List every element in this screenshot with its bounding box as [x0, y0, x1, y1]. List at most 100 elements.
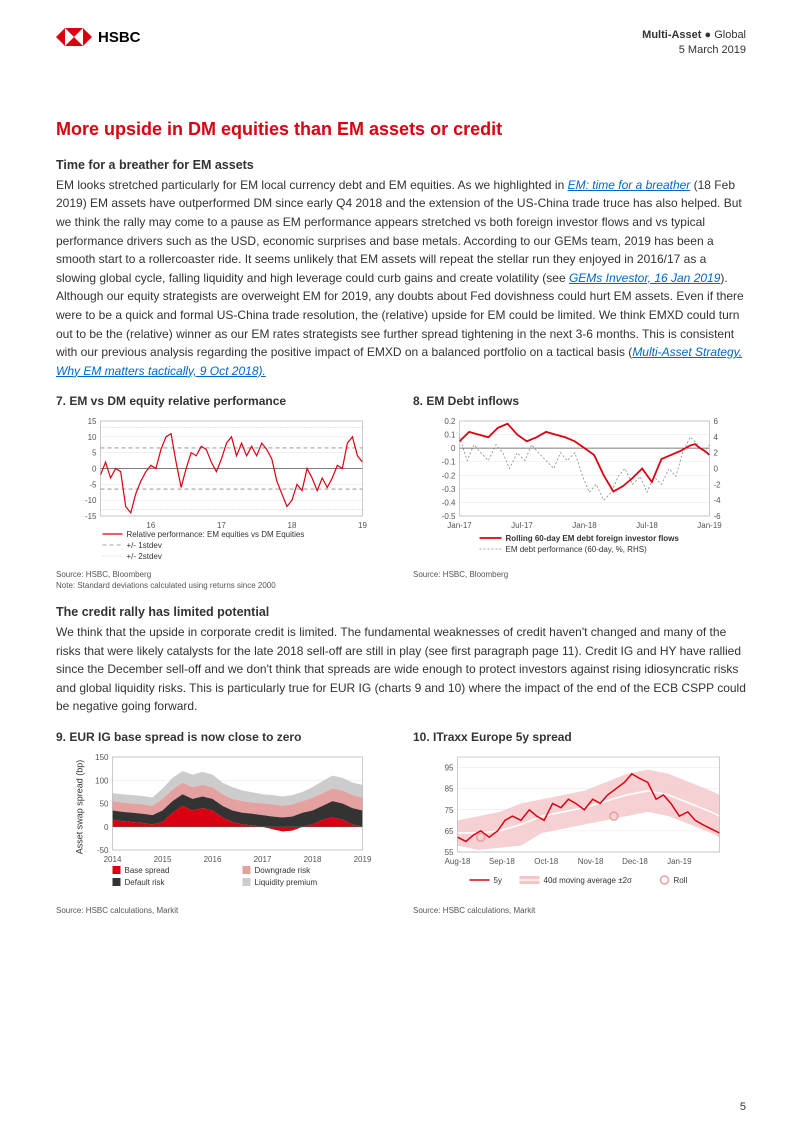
svg-text:-6: -6: [714, 512, 722, 521]
body-text-frag: EM looks stretched particularly for EM l…: [56, 178, 568, 192]
svg-text:-0.3: -0.3: [442, 485, 456, 494]
svg-text:18: 18: [288, 521, 297, 530]
svg-text:17: 17: [217, 521, 226, 530]
chart8-title: 8. EM Debt inflows: [413, 394, 746, 408]
chart9-title: 9. EUR IG base spread is now close to ze…: [56, 730, 389, 744]
svg-text:Base spread: Base spread: [125, 866, 170, 875]
svg-text:0: 0: [92, 465, 97, 474]
svg-text:2016: 2016: [204, 855, 222, 864]
chart9-source: Source: HSBC calculations, Markit: [56, 906, 389, 916]
svg-text:-2: -2: [714, 481, 722, 490]
svg-text:Dec-18: Dec-18: [622, 857, 648, 866]
chart7-source: Source: HSBC, Bloomberg Note: Standard d…: [56, 570, 389, 591]
svg-text:Asset swap spread (bp): Asset swap spread (bp): [75, 760, 85, 855]
chart-row-2: 9. EUR IG base spread is now close to ze…: [56, 730, 746, 916]
svg-text:2: 2: [714, 449, 719, 458]
svg-text:Default risk: Default risk: [125, 878, 166, 887]
section-credit-rally: The credit rally has limited potential W…: [56, 605, 746, 716]
svg-text:Rolling 60-day EM debt foreign: Rolling 60-day EM debt foreign investor …: [506, 534, 680, 543]
svg-text:Jul-17: Jul-17: [511, 521, 533, 530]
source-text: Source: HSBC, Bloomberg: [56, 570, 389, 580]
chart9-container: 9. EUR IG base spread is now close to ze…: [56, 730, 389, 916]
chart-row-1: 7. EM vs DM equity relative performance …: [56, 394, 746, 591]
chart7-container: 7. EM vs DM equity relative performance …: [56, 394, 389, 591]
svg-text:0: 0: [451, 444, 456, 453]
svg-text:40d moving average ±2σ: 40d moving average ±2σ: [544, 876, 633, 885]
svg-text:-0.1: -0.1: [442, 458, 456, 467]
svg-text:+/- 2stdev: +/- 2stdev: [127, 552, 162, 561]
svg-text:Jan-19: Jan-19: [697, 521, 722, 530]
svg-text:15: 15: [88, 417, 97, 426]
chart8-source: Source: HSBC, Bloomberg: [413, 570, 746, 580]
note-text: Note: Standard deviations calculated usi…: [56, 581, 389, 591]
link-em-breather[interactable]: EM: time for a breather: [568, 178, 691, 192]
chart10: 5565758595Aug-18Sep-18Oct-18Nov-18Dec-18…: [413, 752, 746, 902]
doc-date: 5 March 2019: [642, 43, 746, 58]
body-text-frag: (18 Feb 2019) EM assets have outperforme…: [56, 178, 742, 285]
chart8-container: 8. EM Debt inflows -0.5 -0.4 -0.3 -0.2 -0.1 0…: [413, 394, 746, 591]
page-title: More upside in DM equities than EM asset…: [56, 119, 746, 140]
page-number: 5: [740, 1101, 746, 1113]
svg-text:-5: -5: [89, 481, 97, 490]
chart10-title: 10. ITraxx Europe 5y spread: [413, 730, 746, 744]
chart8: -0.5-0.4-0.3-0.2-0.100.10.2-6-4-20246Jan…: [413, 416, 746, 566]
svg-text:0: 0: [104, 823, 109, 832]
chart10-container: 10. ITraxx Europe 5y spread 5565758595Au…: [413, 730, 746, 916]
svg-text:-15: -15: [85, 512, 97, 521]
header-meta: Multi-Asset ● Global 5 March 2019: [642, 28, 746, 59]
svg-text:2018: 2018: [304, 855, 322, 864]
svg-text:Jan-18: Jan-18: [572, 521, 597, 530]
chart9: Asset swap spread (bp)-50050100150201420…: [56, 752, 389, 902]
brand-name: HSBC: [98, 29, 141, 46]
svg-text:Jul-18: Jul-18: [636, 521, 658, 530]
svg-text:5: 5: [92, 449, 97, 458]
svg-text:95: 95: [445, 764, 454, 773]
svg-text:0.1: 0.1: [444, 431, 456, 440]
svg-text:Downgrade risk: Downgrade risk: [255, 866, 312, 875]
doc-category: Multi-Asset: [642, 29, 701, 41]
chart7-title: 7. EM vs DM equity relative performance: [56, 394, 389, 408]
section2-heading: The credit rally has limited potential: [56, 605, 746, 619]
svg-text:55: 55: [445, 848, 454, 857]
svg-text:-0.4: -0.4: [442, 499, 456, 508]
svg-text:50: 50: [100, 800, 109, 809]
link-gems-investor[interactable]: GEMs Investor, 16 Jan 2019: [569, 271, 720, 285]
svg-text:2015: 2015: [154, 855, 172, 864]
separator: ●: [701, 29, 714, 41]
svg-text:75: 75: [445, 806, 454, 815]
svg-text:Jan-19: Jan-19: [667, 857, 692, 866]
svg-text:-0.5: -0.5: [442, 512, 456, 521]
chart7: -15 -10 -5 0 5 10 15 16 17 18 19 Relative performan…: [56, 416, 389, 566]
svg-text:Aug-18: Aug-18: [445, 857, 471, 866]
page-header: HSBC Multi-Asset ● Global 5 March 2019: [56, 28, 746, 59]
svg-text:+/- 1stdev: +/- 1stdev: [127, 541, 162, 550]
svg-text:Roll: Roll: [674, 876, 688, 885]
svg-text:-50: -50: [97, 846, 109, 855]
svg-text:85: 85: [445, 785, 454, 794]
svg-text:2014: 2014: [104, 855, 122, 864]
svg-text:2017: 2017: [254, 855, 272, 864]
svg-text:Oct-18: Oct-18: [534, 857, 559, 866]
section2-body: We think that the upside in corporate cr…: [56, 623, 746, 716]
svg-text:16: 16: [146, 521, 155, 530]
svg-text:10: 10: [88, 433, 97, 442]
svg-text:-0.2: -0.2: [442, 472, 456, 481]
svg-text:EM debt performance (60-day, %: EM debt performance (60-day, %, RHS): [506, 545, 648, 554]
chart10-source: Source: HSBC calculations, Markit: [413, 906, 746, 916]
svg-text:2019: 2019: [354, 855, 372, 864]
svg-text:0: 0: [714, 465, 719, 474]
svg-text:150: 150: [95, 753, 109, 762]
svg-text:-4: -4: [714, 496, 722, 505]
svg-text:Sep-18: Sep-18: [489, 857, 515, 866]
hsbc-hexagon-icon: [56, 28, 92, 46]
hsbc-logo: HSBC: [56, 28, 141, 46]
svg-text:19: 19: [358, 521, 367, 530]
svg-text:Jan-17: Jan-17: [447, 521, 472, 530]
doc-region: Global: [714, 29, 746, 41]
svg-text:4: 4: [714, 433, 719, 442]
svg-text:6: 6: [714, 417, 719, 426]
svg-text:Relative performance: EM equit: Relative performance: EM equities vs DM …: [127, 530, 305, 539]
svg-text:5y: 5y: [494, 876, 502, 885]
svg-text:-10: -10: [85, 496, 97, 505]
svg-text:Liquidity premium: Liquidity premium: [255, 878, 318, 887]
